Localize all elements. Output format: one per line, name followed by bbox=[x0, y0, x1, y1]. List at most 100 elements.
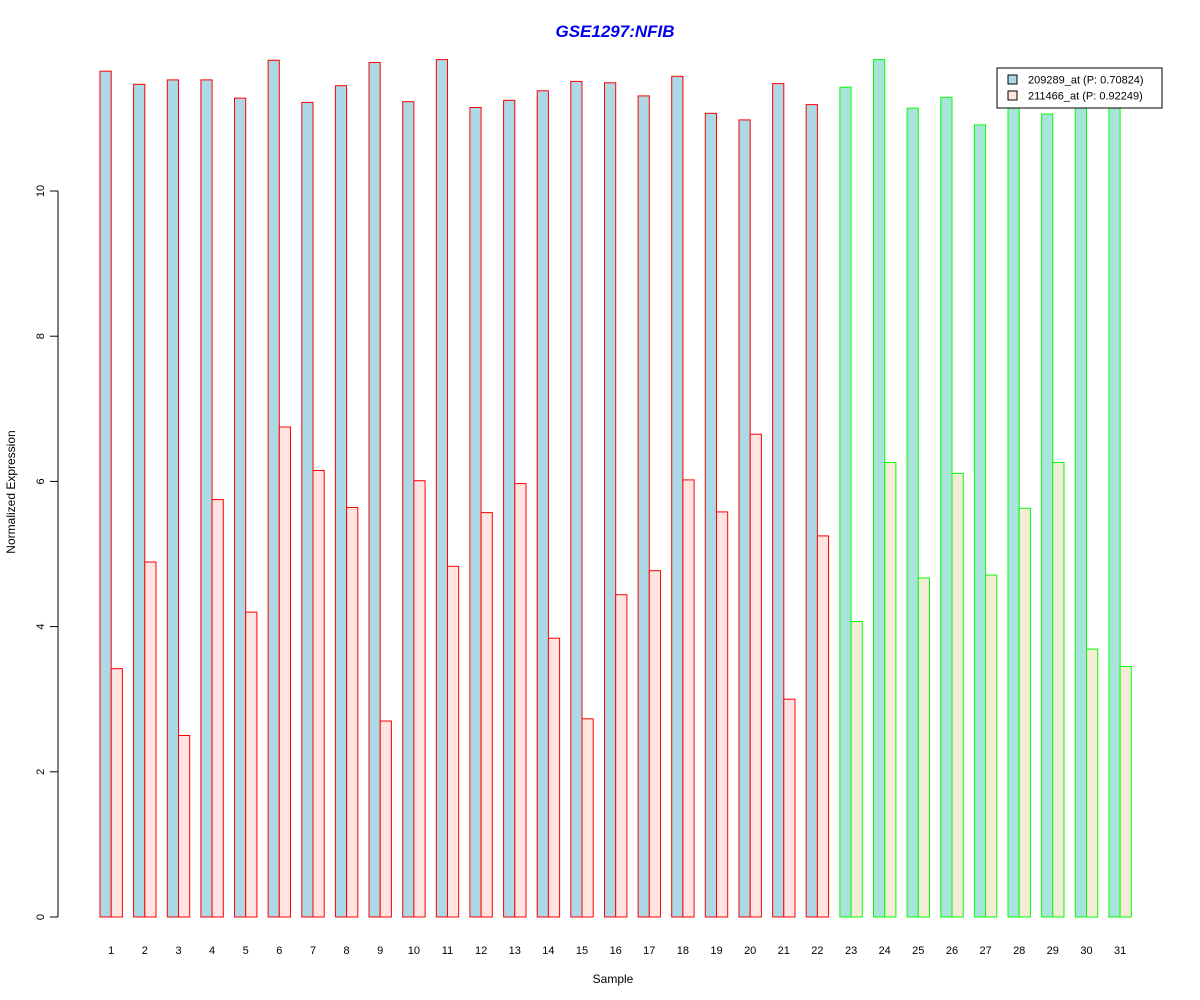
bar-209289-sample-1 bbox=[99, 70, 112, 918]
x-tick-label: 12 bbox=[475, 945, 487, 957]
legend: 209289_at (P: 0.70824) 211466_at (P: 0.92… bbox=[996, 67, 1163, 109]
x-tick-label: 29 bbox=[1047, 945, 1059, 957]
y-tick-label: 2 bbox=[35, 769, 47, 775]
x-tick-label: 6 bbox=[276, 945, 282, 957]
x-tick-label: 15 bbox=[576, 945, 588, 957]
bar-211466-sample-5 bbox=[245, 611, 258, 918]
bar-209289-sample-26 bbox=[940, 96, 953, 918]
y-axis-label: Normalized Expression bbox=[4, 430, 18, 553]
bar-211466-sample-8 bbox=[346, 507, 359, 918]
bar-209289-sample-2 bbox=[133, 83, 146, 918]
bar-211466-sample-25 bbox=[917, 577, 930, 918]
x-axis-label: Sample bbox=[593, 972, 634, 986]
bar-211466-sample-27 bbox=[985, 574, 998, 918]
chart-title: GSE1297:NFIB bbox=[555, 22, 674, 41]
bar-209289-sample-9 bbox=[368, 62, 381, 918]
x-tick-label: 2 bbox=[142, 945, 148, 957]
bar-211466-sample-28 bbox=[1018, 507, 1031, 918]
y-tick-label: 0 bbox=[35, 914, 47, 920]
legend-entry-2: 211466_at (P: 0.92249) bbox=[1028, 91, 1143, 103]
bar-209289-sample-19 bbox=[704, 112, 717, 918]
x-tick-label: 10 bbox=[408, 945, 420, 957]
bar-209289-sample-27 bbox=[973, 124, 987, 918]
bar-209289-sample-29 bbox=[1041, 113, 1054, 918]
x-tick-label: 8 bbox=[344, 945, 350, 957]
bar-209289-sample-17 bbox=[637, 95, 650, 918]
bar-211466-sample-9 bbox=[379, 720, 392, 918]
bar-209289-sample-22 bbox=[805, 104, 818, 918]
bar-209289-sample-8 bbox=[334, 85, 348, 918]
bar-209289-sample-15 bbox=[570, 80, 583, 918]
bar-211466-sample-29 bbox=[1052, 462, 1065, 918]
bar-211466-sample-13 bbox=[514, 483, 527, 918]
y-tick-label: 4 bbox=[35, 624, 47, 630]
bar-209289-sample-7 bbox=[301, 101, 314, 918]
bar-211466-sample-19 bbox=[716, 511, 729, 918]
bar-211466-sample-17 bbox=[648, 570, 661, 918]
bar-209289-sample-3 bbox=[166, 79, 180, 918]
x-tick-label: 19 bbox=[710, 945, 722, 957]
bar-211466-sample-31 bbox=[1119, 666, 1132, 918]
bar-211466-sample-2 bbox=[144, 561, 157, 918]
x-tick-label: 9 bbox=[377, 945, 383, 957]
bar-211466-sample-6 bbox=[278, 426, 291, 918]
bar-211466-sample-24 bbox=[884, 462, 897, 918]
x-tick-label: 18 bbox=[677, 945, 689, 957]
x-tick-label: 5 bbox=[243, 945, 249, 957]
bar-211466-sample-16 bbox=[615, 594, 628, 918]
x-tick-label: 24 bbox=[879, 945, 891, 957]
legend-box bbox=[996, 67, 1163, 109]
x-tick-label: 3 bbox=[175, 945, 181, 957]
bar-211466-sample-21 bbox=[783, 698, 796, 918]
x-tick-label: 14 bbox=[542, 945, 554, 957]
x-tick-label: 20 bbox=[744, 945, 756, 957]
x-tick-label: 26 bbox=[946, 945, 958, 957]
bar-209289-sample-21 bbox=[772, 83, 785, 918]
x-tick-label: 1 bbox=[108, 945, 114, 957]
bar-211466-sample-15 bbox=[581, 718, 594, 918]
bar-209289-sample-30 bbox=[1074, 96, 1088, 918]
bar-211466-sample-20 bbox=[749, 433, 762, 918]
legend-swatch-2 bbox=[1007, 90, 1018, 101]
x-axis: 1 2 3 4 5 6 7 8 9 10 11 12 13 14 15 16 17 18 19 20 21 22 23 24 2… bbox=[108, 945, 1126, 957]
bar-211466-sample-30 bbox=[1086, 648, 1099, 918]
bar-211466-sample-18 bbox=[682, 479, 695, 918]
x-tick-label: 17 bbox=[643, 945, 655, 957]
bar-211466-sample-1 bbox=[110, 668, 123, 918]
bar-209289-sample-13 bbox=[503, 99, 516, 918]
legend-swatch-1 bbox=[1007, 74, 1018, 85]
x-tick-label: 23 bbox=[845, 945, 857, 957]
x-tick-label: 4 bbox=[209, 945, 215, 957]
bar-211466-sample-12 bbox=[480, 512, 493, 918]
bar-211466-sample-22 bbox=[816, 535, 830, 918]
bar-211466-sample-3 bbox=[178, 735, 191, 918]
x-tick-label: 30 bbox=[1080, 945, 1092, 957]
bar-209289-sample-31 bbox=[1108, 96, 1121, 918]
bar-211466-sample-23 bbox=[850, 621, 863, 918]
bar-211466-sample-10 bbox=[413, 480, 426, 918]
x-tick-label: 21 bbox=[778, 945, 790, 957]
bar-209289-sample-25 bbox=[906, 107, 919, 918]
x-tick-label: 11 bbox=[442, 945, 453, 957]
x-tick-label: 25 bbox=[912, 945, 924, 957]
legend-entry-1: 209289_at (P: 0.70824) bbox=[1028, 75, 1144, 87]
x-tick-label: 28 bbox=[1013, 945, 1025, 957]
bar-211466-sample-11 bbox=[447, 565, 460, 918]
y-tick-label: 8 bbox=[35, 333, 47, 339]
bar-209289-sample-12 bbox=[469, 107, 482, 918]
bar-209289-sample-28 bbox=[1007, 96, 1020, 918]
bar-209289-sample-10 bbox=[402, 101, 415, 918]
bar-209289-sample-16 bbox=[604, 82, 617, 918]
bar-211466-sample-7 bbox=[312, 470, 325, 918]
bar-209289-sample-6 bbox=[267, 59, 280, 918]
y-tick-label: 10 bbox=[35, 185, 47, 197]
x-tick-label: 27 bbox=[979, 945, 991, 957]
bar-209289-sample-20 bbox=[738, 119, 751, 918]
y-tick-label: 6 bbox=[35, 478, 47, 484]
bar-209289-sample-11 bbox=[435, 59, 448, 918]
bar-211466-sample-26 bbox=[951, 472, 964, 918]
x-tick-label: 13 bbox=[509, 945, 521, 957]
bar-209289-sample-24 bbox=[873, 59, 886, 918]
x-tick-label: 22 bbox=[811, 945, 823, 957]
